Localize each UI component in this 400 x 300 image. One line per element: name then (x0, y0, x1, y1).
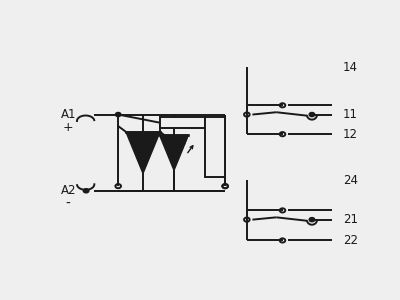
Text: 11: 11 (343, 108, 358, 121)
Bar (205, 117, 225, 177)
Circle shape (83, 189, 89, 193)
Text: 22: 22 (343, 234, 358, 247)
Text: 21: 21 (343, 213, 358, 226)
Circle shape (116, 112, 121, 117)
Polygon shape (160, 135, 188, 170)
Circle shape (309, 218, 315, 222)
Text: A2: A2 (61, 184, 76, 197)
Text: A1: A1 (61, 108, 76, 121)
Text: 24: 24 (343, 174, 358, 187)
Text: 14: 14 (343, 61, 358, 74)
Text: 12: 12 (343, 128, 358, 141)
Circle shape (309, 112, 315, 117)
Bar (160, 117, 205, 128)
Polygon shape (126, 132, 160, 173)
Text: -: - (65, 196, 70, 211)
Text: +: + (63, 121, 74, 134)
